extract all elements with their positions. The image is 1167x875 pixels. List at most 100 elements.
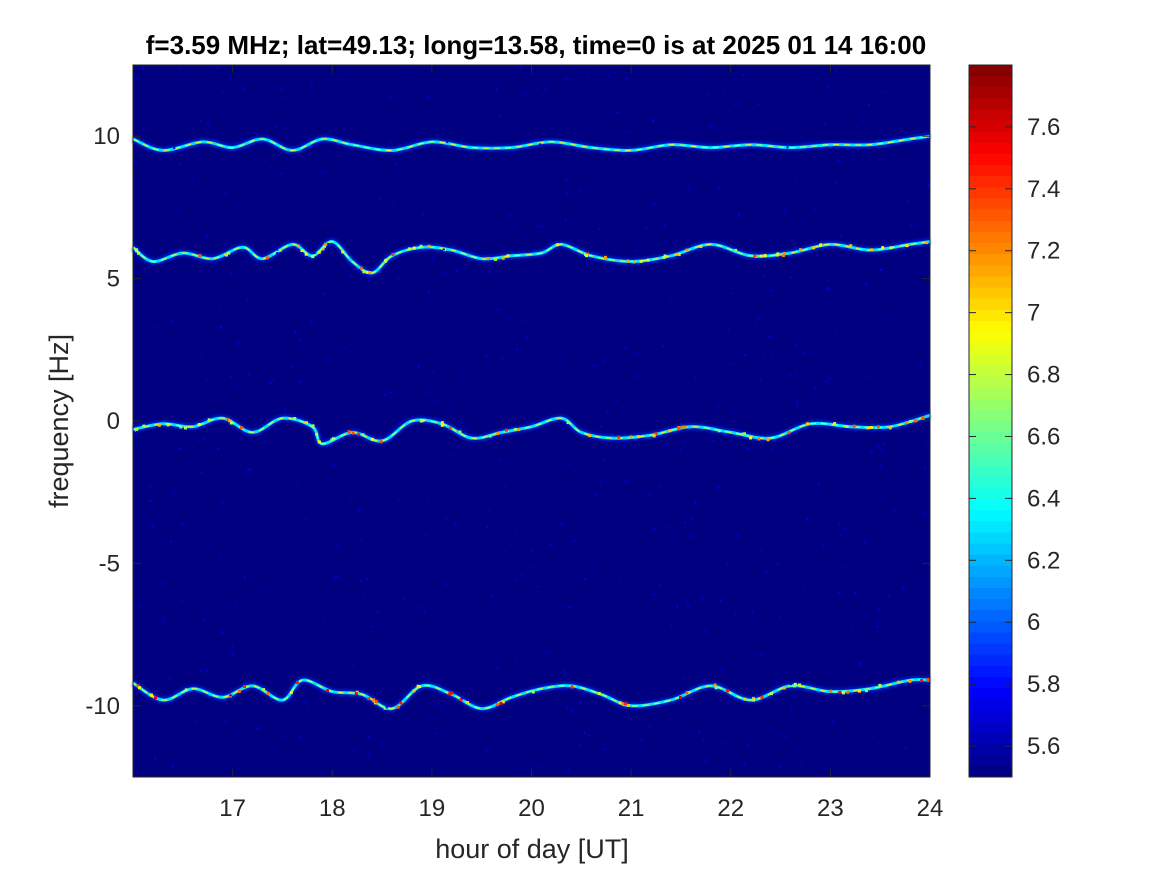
trace-hotspot xyxy=(321,247,325,251)
noise-speck xyxy=(783,209,786,212)
noise-speck xyxy=(542,94,544,97)
trace-hotspot xyxy=(136,684,140,688)
noise-speck xyxy=(276,252,279,254)
noise-speck xyxy=(701,597,703,600)
noise-speck xyxy=(163,617,166,620)
noise-speck xyxy=(868,103,871,106)
noise-speck xyxy=(652,202,655,205)
noise-speck xyxy=(246,298,249,301)
trace-hotspot xyxy=(440,423,444,427)
noise-speck xyxy=(161,582,164,585)
trace-hotspot xyxy=(504,428,508,432)
trace-hotspot xyxy=(421,419,425,423)
noise-speck xyxy=(567,188,570,191)
trace-hotspot xyxy=(399,701,403,705)
noise-speck xyxy=(676,605,679,608)
noise-speck xyxy=(795,344,797,347)
trace-hotspot xyxy=(713,683,717,687)
noise-speck xyxy=(264,440,267,443)
trace-hotspot xyxy=(135,249,139,253)
colorbar-tick-label: 7.6 xyxy=(1027,114,1060,141)
noise-speck xyxy=(728,110,731,113)
noise-speck xyxy=(395,162,398,165)
noise-speck xyxy=(465,428,468,431)
noise-speck xyxy=(625,479,628,482)
noise-speck xyxy=(151,524,154,527)
trace-hotspot xyxy=(407,247,411,251)
noise-speck xyxy=(168,678,171,681)
trace-hotspot xyxy=(760,695,764,699)
noise-speck xyxy=(771,448,774,451)
noise-speck xyxy=(491,594,494,597)
noise-speck xyxy=(682,677,684,680)
noise-speck xyxy=(521,320,524,323)
trace-hotspot xyxy=(766,438,770,442)
noise-speck xyxy=(573,540,575,542)
noise-speck xyxy=(244,260,247,263)
noise-speck xyxy=(519,66,522,69)
noise-speck xyxy=(904,253,906,256)
trace-hotspot xyxy=(347,430,351,434)
noise-speck xyxy=(146,422,149,425)
noise-speck xyxy=(751,611,754,614)
noise-speck xyxy=(645,371,648,374)
trace-hotspot xyxy=(896,680,900,684)
noise-speck xyxy=(788,397,791,400)
trace-hotspot xyxy=(391,253,395,256)
noise-speck xyxy=(268,251,271,253)
noise-speck xyxy=(496,88,499,91)
noise-speck xyxy=(291,365,294,368)
noise-speck xyxy=(134,159,137,162)
noise-speck xyxy=(735,534,738,537)
colorbar-tick-label: 5.8 xyxy=(1027,671,1060,698)
trace-hotspot xyxy=(427,244,431,248)
noise-speck xyxy=(649,493,651,496)
noise-speck xyxy=(191,178,194,181)
noise-speck xyxy=(487,297,490,300)
noise-speck xyxy=(171,764,174,767)
trace-hotspot xyxy=(908,679,912,683)
noise-speck xyxy=(175,209,178,212)
noise-speck xyxy=(579,743,582,746)
trace-hotspot xyxy=(741,432,745,436)
noise-speck xyxy=(148,272,151,275)
noise-speck xyxy=(904,746,907,749)
noise-speck xyxy=(214,263,217,266)
noise-speck xyxy=(670,297,673,300)
trace-hotspot xyxy=(685,248,689,252)
noise-speck xyxy=(361,711,364,713)
noise-speck xyxy=(315,144,318,147)
noise-speck xyxy=(327,242,330,245)
noise-speck xyxy=(349,116,352,119)
trace-hotspot xyxy=(237,690,241,693)
noise-speck xyxy=(603,458,606,461)
noise-speck xyxy=(802,585,805,588)
noise-speck xyxy=(399,71,402,74)
noise-speck xyxy=(796,401,799,403)
trace-hotspot xyxy=(677,427,681,431)
noise-speck xyxy=(367,754,370,757)
noise-speck xyxy=(336,545,339,548)
noise-speck xyxy=(624,346,627,349)
noise-speck xyxy=(682,701,685,704)
noise-speck xyxy=(568,606,571,608)
colorbar-tick-label: 6.2 xyxy=(1027,547,1060,574)
noise-speck xyxy=(530,549,533,552)
colorbar-gradient xyxy=(969,65,1012,777)
noise-speck xyxy=(668,526,671,529)
noise-speck xyxy=(750,248,752,251)
noise-speckle-layer xyxy=(133,66,930,775)
noise-speck xyxy=(652,593,655,596)
plot-area xyxy=(130,64,932,778)
noise-speck xyxy=(574,468,577,471)
noise-speck xyxy=(658,485,661,488)
trace-hotspot xyxy=(228,419,232,423)
noise-speck xyxy=(843,566,846,569)
noise-speck xyxy=(200,353,203,356)
noise-speck xyxy=(366,578,369,581)
y-tick-label: -10 xyxy=(85,693,120,720)
noise-speck xyxy=(161,620,164,623)
noise-speck xyxy=(358,509,361,512)
noise-speck xyxy=(757,317,760,320)
